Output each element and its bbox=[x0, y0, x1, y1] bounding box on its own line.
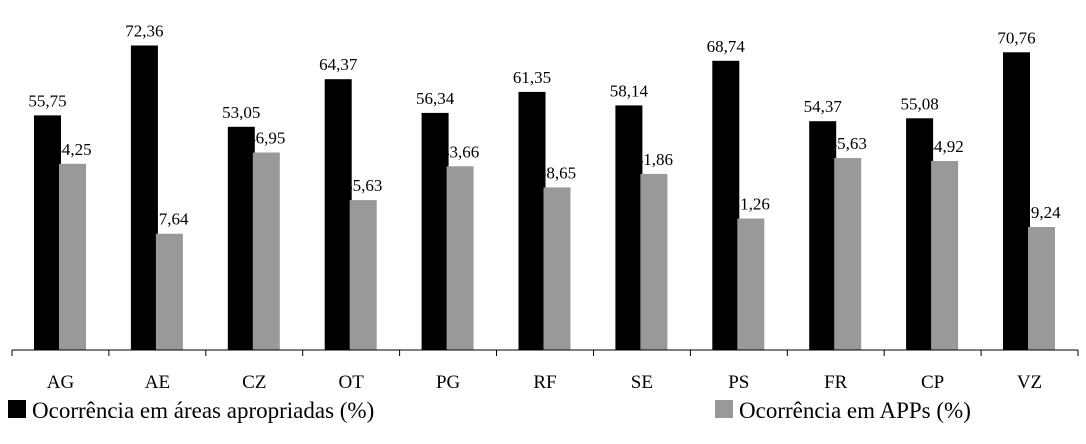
data-label-apps-ae: 27,64 bbox=[150, 210, 189, 229]
x-tick-label-vz: VZ bbox=[1017, 372, 1042, 393]
bar-apps-ps bbox=[737, 218, 765, 350]
bar-areas-apropriadas-fr bbox=[809, 121, 837, 350]
bar-areas-apropriadas-se bbox=[615, 105, 643, 351]
data-label-areas-apropriadas-cz: 53,05 bbox=[222, 103, 260, 122]
bar-apps-se bbox=[640, 173, 668, 350]
data-label-apps-se: 41,86 bbox=[635, 150, 673, 169]
x-tick-label-ot: OT bbox=[339, 372, 365, 393]
data-label-apps-ag: 44,25 bbox=[53, 140, 91, 159]
x-tick-label-ag: AG bbox=[47, 372, 75, 393]
bar-areas-apropriadas-cp bbox=[906, 118, 934, 350]
bar-apps-vz bbox=[1028, 227, 1055, 350]
data-label-apps-rf: 38,65 bbox=[538, 163, 576, 182]
bar-apps-ae bbox=[155, 233, 183, 350]
bar-areas-apropriadas-ae bbox=[130, 45, 158, 350]
legend-item-0: Ocorrência em áreas apropriadas (%) bbox=[8, 398, 374, 423]
data-label-areas-apropriadas-ot: 64,37 bbox=[319, 55, 358, 74]
x-tick-label-rf: RF bbox=[533, 372, 556, 393]
data-label-areas-apropriadas-fr: 54,37 bbox=[804, 97, 843, 116]
bar-apps-ag bbox=[59, 163, 86, 350]
bar-apps-pg bbox=[446, 166, 474, 350]
x-tick-label-ps: PS bbox=[728, 372, 749, 393]
data-label-areas-apropriadas-se: 58,14 bbox=[610, 81, 649, 100]
bar-areas-apropriadas-ot bbox=[324, 79, 352, 350]
x-tick-label-cp: CP bbox=[921, 372, 944, 393]
data-label-apps-cz: 46,95 bbox=[247, 129, 285, 148]
bar-areas-apropriadas-pg bbox=[421, 112, 449, 351]
bar-apps-fr bbox=[834, 158, 862, 350]
bar-apps-ot bbox=[349, 200, 377, 350]
data-label-areas-apropriadas-rf: 61,35 bbox=[513, 68, 551, 87]
legend-swatch-0 bbox=[8, 400, 26, 418]
data-label-apps-pg: 43,66 bbox=[441, 142, 479, 161]
x-tick-label-pg: PG bbox=[436, 372, 461, 393]
data-label-apps-ot: 35,63 bbox=[344, 176, 382, 195]
x-tick-label-fr: FR bbox=[824, 372, 848, 393]
bar-areas-apropriadas-cz bbox=[227, 126, 255, 350]
data-label-apps-fr: 45,63 bbox=[829, 134, 867, 153]
legend-item-1: Ocorrência em APPs (%) bbox=[715, 398, 971, 423]
x-axis bbox=[11, 349, 1079, 356]
x-tick-label-cz: CZ bbox=[242, 372, 266, 393]
legend-swatch-1 bbox=[715, 400, 733, 418]
data-label-areas-apropriadas-cp: 55,08 bbox=[900, 94, 938, 113]
bar-areas-apropriadas-rf bbox=[518, 91, 546, 351]
bar-apps-cp bbox=[931, 161, 959, 350]
legend-label-0: Ocorrência em áreas apropriadas (%) bbox=[32, 398, 374, 423]
x-tick-label-ae: AE bbox=[145, 372, 170, 393]
bar-apps-cz bbox=[252, 152, 280, 350]
bar-areas-apropriadas-ps bbox=[712, 60, 740, 351]
bar-areas-apropriadas-vz bbox=[1003, 52, 1030, 351]
x-tick-label-se: SE bbox=[631, 372, 653, 393]
data-label-apps-vz: 29,24 bbox=[1022, 203, 1061, 222]
legend-label-1: Ocorrência em APPs (%) bbox=[739, 398, 971, 423]
data-label-areas-apropriadas-ag: 55,75 bbox=[28, 91, 66, 110]
bars-group bbox=[34, 45, 1055, 351]
data-label-areas-apropriadas-vz: 70,76 bbox=[997, 28, 1035, 47]
data-label-areas-apropriadas-ps: 68,74 bbox=[707, 37, 746, 56]
data-labels-group: 55,75 44,25 72,36 27,64 53,05 46,95 64,37 35,63… bbox=[28, 22, 1061, 229]
legend: Ocorrência em áreas apropriadas (%) Ocor… bbox=[8, 398, 971, 423]
data-label-apps-cp: 44,92 bbox=[925, 137, 963, 156]
data-label-areas-apropriadas-pg: 56,34 bbox=[416, 89, 455, 108]
data-label-areas-apropriadas-ae: 72,36 bbox=[125, 22, 163, 41]
x-tick-labels: AG AE CZ OT PG RF SE PS FR CP VZ bbox=[47, 372, 1042, 393]
data-label-apps-ps: 31,26 bbox=[732, 195, 770, 214]
bar-areas-apropriadas-ag bbox=[34, 115, 61, 351]
bar-apps-rf bbox=[543, 187, 571, 350]
